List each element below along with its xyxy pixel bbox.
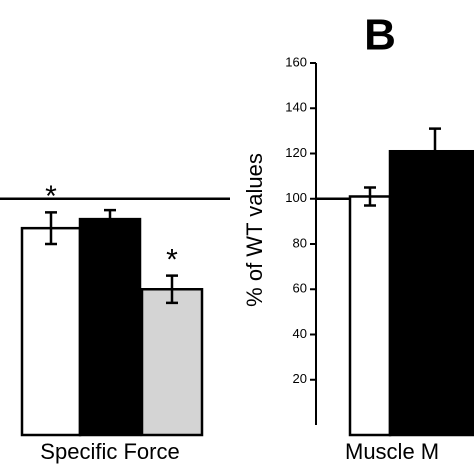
error-bar xyxy=(45,211,57,246)
panel-label: B xyxy=(364,11,396,60)
y-tick-label: 40 xyxy=(293,326,307,341)
y-tick-label: 120 xyxy=(285,145,307,160)
x-axis-label: Muscle M xyxy=(345,439,439,464)
y-tick-label: 140 xyxy=(285,100,307,115)
significance-marker: * xyxy=(45,180,57,213)
y-axis-label: % of WT values xyxy=(242,153,267,307)
error-bar xyxy=(364,186,376,207)
y-tick-label: 80 xyxy=(293,235,307,250)
bar xyxy=(348,195,392,437)
x-axis-label: Specific Force xyxy=(40,439,179,464)
y-tick-label: 20 xyxy=(293,371,307,386)
error-bar xyxy=(166,274,178,305)
bar xyxy=(388,149,474,437)
y-tick-label: 100 xyxy=(285,190,307,205)
bar xyxy=(78,217,142,437)
bar xyxy=(140,288,204,437)
y-tick-label: 160 xyxy=(285,54,307,69)
error-bar xyxy=(104,208,116,230)
y-tick-label: 60 xyxy=(293,281,307,296)
error-bar xyxy=(429,127,441,176)
significance-marker: * xyxy=(166,244,178,277)
bar xyxy=(20,226,82,437)
